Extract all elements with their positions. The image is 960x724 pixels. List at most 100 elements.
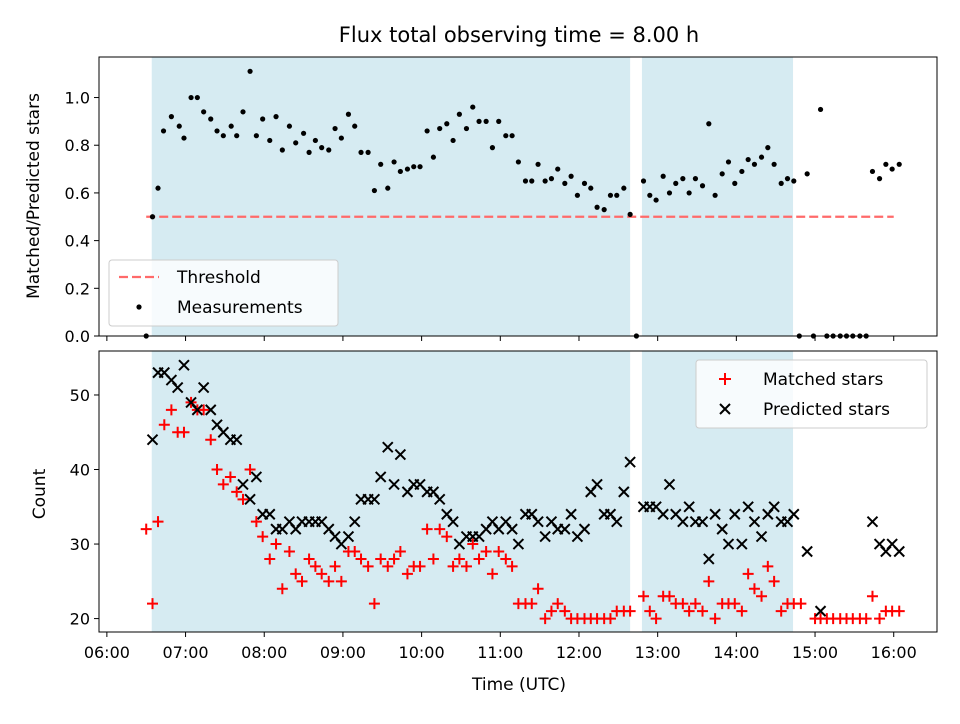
matched-point (217, 478, 229, 490)
matched-point (447, 560, 459, 572)
matched-point (795, 598, 807, 610)
matched-point (663, 590, 675, 602)
x-tick-label: 12:00 (556, 643, 602, 662)
measurement-point (673, 180, 679, 186)
matched-point (349, 546, 361, 558)
measurement-point (719, 171, 725, 177)
measurement-point (515, 159, 521, 165)
measurement-point (463, 125, 470, 132)
matched-point (178, 426, 190, 438)
measurement-point (771, 161, 777, 167)
predicted-point (388, 478, 400, 491)
x-tick-label: 11:00 (477, 643, 523, 662)
bottom-axes-frame (98, 350, 938, 633)
matched-point (270, 538, 282, 550)
predicted-point (814, 605, 827, 617)
bottom-y-tick-label: 30 (70, 535, 90, 554)
measurement-point (778, 180, 784, 186)
matched-point (736, 605, 748, 617)
x-tick-label: 08:00 (241, 643, 287, 662)
measurement-point (365, 149, 371, 155)
matched-point (709, 613, 721, 625)
measurement-point (306, 149, 312, 155)
measurement-point (326, 147, 332, 153)
matched-point (650, 613, 662, 625)
measurement-point (411, 164, 417, 170)
predicted-point (434, 493, 446, 506)
measurement-point (574, 192, 581, 198)
matched-point (697, 605, 709, 617)
measurement-point (765, 145, 771, 151)
predicted-point (611, 515, 623, 528)
measurement-point (267, 137, 273, 144)
matched-point (309, 560, 321, 572)
bottom-y-axis-label: Count (30, 468, 50, 519)
measurement-point (712, 192, 718, 198)
measurement-point (621, 185, 627, 191)
measurement-point (725, 159, 732, 165)
top-y-tick-label: 0.4 (65, 232, 90, 251)
measurement-point (706, 121, 712, 127)
legend-matched-swatch (719, 373, 731, 385)
predicted-point (683, 501, 695, 513)
matched-point (303, 553, 315, 565)
measurement-point (168, 114, 174, 120)
matched-point (689, 598, 701, 610)
measurement-point (253, 133, 259, 139)
measurement-point (581, 180, 588, 186)
bottom-series-x (146, 359, 905, 617)
predicted-point (565, 508, 577, 520)
predicted-point (742, 501, 754, 513)
measurement-point (391, 159, 397, 165)
matched-point (756, 590, 768, 602)
matched-point (545, 605, 557, 617)
measurement-point (155, 185, 161, 191)
measurement-point (181, 135, 187, 141)
measurement-point (496, 118, 502, 124)
measurement-point (273, 114, 279, 120)
matched-point (224, 471, 236, 483)
predicted-point (394, 448, 407, 461)
measurement-point (149, 214, 156, 220)
predicted-point (512, 538, 525, 550)
top-shaded-interval (641, 57, 794, 336)
bottom-shaded-interval (151, 351, 631, 632)
predicted-point (755, 530, 768, 543)
matched-point (677, 598, 689, 610)
measurement-point (345, 111, 352, 117)
measurement-point (869, 168, 876, 175)
chart-title: Flux total observing time = 8.00 h (339, 23, 699, 47)
measurement-point (791, 178, 797, 184)
predicted-point (146, 433, 159, 446)
predicted-point (703, 553, 715, 565)
matched-point (382, 560, 394, 572)
matched-point (441, 531, 453, 543)
matched-point (604, 613, 616, 625)
matched-point (742, 568, 754, 580)
predicted-point (801, 545, 813, 558)
x-tick-label: 06:00 (84, 643, 130, 662)
measurement-point (614, 192, 620, 198)
measurement-point (686, 190, 692, 196)
predicted-point (349, 515, 361, 528)
measurement-point (201, 109, 207, 115)
predicted-point (250, 471, 263, 483)
measurement-point (535, 161, 541, 167)
measurement-point (430, 154, 437, 160)
measurement-point (509, 133, 515, 139)
predicted-point (205, 404, 217, 416)
predicted-point (171, 381, 184, 394)
legend-measurements-swatch (136, 304, 142, 310)
measurement-point (293, 140, 299, 146)
matched-point (775, 605, 787, 617)
matched-point (500, 553, 512, 565)
matched-point (375, 553, 387, 565)
measurement-point (176, 123, 182, 129)
x-tick-label: 10:00 (399, 643, 445, 662)
matched-point (394, 546, 406, 558)
measurement-point (470, 104, 476, 110)
predicted-point (618, 486, 630, 498)
top-y-axis-label: Matched/Predicted stars (24, 93, 44, 299)
predicted-point (736, 538, 748, 550)
measurement-point (784, 176, 791, 182)
